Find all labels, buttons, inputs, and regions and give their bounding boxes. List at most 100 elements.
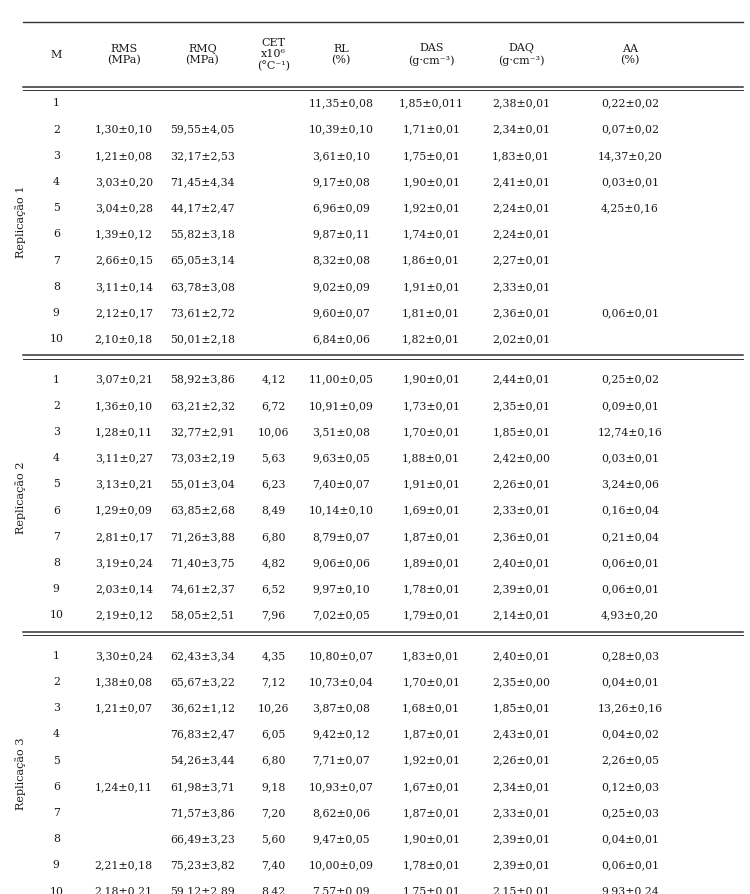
- Text: 2,44±0,01: 2,44±0,01: [492, 375, 550, 384]
- Text: 7: 7: [53, 532, 60, 542]
- Text: 2: 2: [53, 124, 60, 135]
- Text: 2: 2: [53, 677, 60, 687]
- Text: 2,36±0,01: 2,36±0,01: [492, 308, 550, 318]
- Text: 9,87±0,11: 9,87±0,11: [312, 230, 370, 240]
- Text: 2,19±0,12: 2,19±0,12: [94, 611, 153, 620]
- Text: 2,03±0,14: 2,03±0,14: [94, 584, 153, 595]
- Text: 8,49: 8,49: [262, 506, 286, 516]
- Text: 2,40±0,01: 2,40±0,01: [492, 651, 550, 661]
- Text: 0,16±0,04: 0,16±0,04: [601, 506, 659, 516]
- Text: 0,06±0,01: 0,06±0,01: [601, 308, 659, 318]
- Text: 0,06±0,01: 0,06±0,01: [601, 558, 659, 568]
- Text: 10,14±0,10: 10,14±0,10: [309, 506, 374, 516]
- Text: RMS
(MPa): RMS (MPa): [106, 44, 141, 65]
- Text: 2,36±0,01: 2,36±0,01: [492, 532, 550, 542]
- Text: 14,37±0,20: 14,37±0,20: [598, 151, 662, 161]
- Text: 13,26±0,16: 13,26±0,16: [598, 704, 662, 713]
- Text: 2: 2: [53, 401, 60, 411]
- Text: 2,10±0,18: 2,10±0,18: [94, 334, 153, 344]
- Text: 10,06: 10,06: [258, 427, 290, 437]
- Text: 2,14±0,01: 2,14±0,01: [492, 611, 550, 620]
- Text: Replicação 2: Replicação 2: [16, 461, 26, 534]
- Text: 8: 8: [53, 282, 60, 291]
- Text: 9: 9: [53, 308, 60, 318]
- Text: 0,22±0,02: 0,22±0,02: [601, 98, 659, 108]
- Text: 71,26±3,88: 71,26±3,88: [170, 532, 235, 542]
- Text: 7,40: 7,40: [262, 860, 286, 871]
- Text: 4,25±0,16: 4,25±0,16: [601, 203, 659, 213]
- Text: 1,36±0,10: 1,36±0,10: [94, 401, 153, 411]
- Text: 2,33±0,01: 2,33±0,01: [492, 506, 550, 516]
- Text: 2,12±0,17: 2,12±0,17: [94, 308, 153, 318]
- Text: 9,18: 9,18: [262, 782, 286, 792]
- Text: 11,35±0,08: 11,35±0,08: [309, 98, 374, 108]
- Text: 76,83±2,47: 76,83±2,47: [170, 730, 235, 739]
- Text: 66,49±3,23: 66,49±3,23: [170, 834, 235, 844]
- Text: 6: 6: [53, 506, 60, 516]
- Text: 9,47±0,05: 9,47±0,05: [313, 834, 370, 844]
- Text: 1,69±0,01: 1,69±0,01: [402, 506, 460, 516]
- Text: 2,24±0,01: 2,24±0,01: [492, 230, 550, 240]
- Text: 7,12: 7,12: [262, 677, 286, 687]
- Text: 0,21±0,04: 0,21±0,04: [601, 532, 659, 542]
- Text: 10: 10: [50, 887, 63, 894]
- Text: 2,35±0,01: 2,35±0,01: [492, 401, 550, 411]
- Text: 3,30±0,24: 3,30±0,24: [94, 651, 153, 661]
- Text: 5,63: 5,63: [262, 453, 286, 463]
- Text: 1,78±0,01: 1,78±0,01: [402, 860, 460, 871]
- Text: 59,12±2,89: 59,12±2,89: [170, 887, 235, 894]
- Text: 1,90±0,01: 1,90±0,01: [402, 375, 460, 384]
- Text: 2,02±0,01: 2,02±0,01: [492, 334, 550, 344]
- Text: 7,20: 7,20: [262, 808, 286, 818]
- Text: 12,74±0,16: 12,74±0,16: [598, 427, 662, 437]
- Text: 5,60: 5,60: [262, 834, 286, 844]
- Text: 2,15±0,01: 2,15±0,01: [492, 887, 550, 894]
- Text: 1,67±0,01: 1,67±0,01: [402, 782, 460, 792]
- Text: 1,39±0,12: 1,39±0,12: [94, 230, 153, 240]
- Text: 8: 8: [53, 834, 60, 844]
- Text: 2,43±0,01: 2,43±0,01: [492, 730, 550, 739]
- Text: 9,17±0,08: 9,17±0,08: [312, 177, 370, 187]
- Text: 0,03±0,01: 0,03±0,01: [601, 177, 659, 187]
- Text: 63,85±2,68: 63,85±2,68: [170, 506, 235, 516]
- Text: AA
(%): AA (%): [620, 44, 640, 65]
- Text: 1: 1: [53, 375, 60, 384]
- Text: 3,87±0,08: 3,87±0,08: [312, 704, 370, 713]
- Text: 55,82±3,18: 55,82±3,18: [170, 230, 235, 240]
- Text: 7,40±0,07: 7,40±0,07: [312, 479, 370, 489]
- Text: 2,39±0,01: 2,39±0,01: [492, 834, 550, 844]
- Text: 0,04±0,02: 0,04±0,02: [601, 730, 659, 739]
- Text: 0,09±0,01: 0,09±0,01: [601, 401, 659, 411]
- Text: 1,83±0,01: 1,83±0,01: [492, 151, 550, 161]
- Text: 10,80±0,07: 10,80±0,07: [309, 651, 374, 661]
- Text: 0,04±0,01: 0,04±0,01: [601, 834, 659, 844]
- Text: 10: 10: [50, 611, 63, 620]
- Text: 71,57±3,86: 71,57±3,86: [170, 808, 235, 818]
- Text: 2,26±0,01: 2,26±0,01: [492, 755, 550, 765]
- Text: 2,34±0,01: 2,34±0,01: [492, 124, 550, 135]
- Text: 6: 6: [53, 230, 60, 240]
- Text: 0,06±0,01: 0,06±0,01: [601, 860, 659, 871]
- Text: 59,55±4,05: 59,55±4,05: [170, 124, 235, 135]
- Text: 8: 8: [53, 558, 60, 568]
- Text: 1,70±0,01: 1,70±0,01: [402, 677, 460, 687]
- Text: 9,42±0,12: 9,42±0,12: [312, 730, 370, 739]
- Text: 63,78±3,08: 63,78±3,08: [170, 282, 235, 291]
- Text: 1,90±0,01: 1,90±0,01: [402, 177, 460, 187]
- Text: 1,71±0,01: 1,71±0,01: [402, 124, 460, 135]
- Text: 1,68±0,01: 1,68±0,01: [402, 704, 460, 713]
- Text: 10,93±0,07: 10,93±0,07: [309, 782, 374, 792]
- Text: 7: 7: [53, 256, 60, 266]
- Text: 9,06±0,06: 9,06±0,06: [312, 558, 370, 568]
- Text: 1,21±0,08: 1,21±0,08: [94, 151, 153, 161]
- Text: 3,07±0,21: 3,07±0,21: [94, 375, 153, 384]
- Text: 3,03±0,20: 3,03±0,20: [94, 177, 153, 187]
- Text: 1,73±0,01: 1,73±0,01: [402, 401, 460, 411]
- Text: 2,26±0,01: 2,26±0,01: [492, 479, 550, 489]
- Text: 75,23±3,82: 75,23±3,82: [170, 860, 235, 871]
- Text: 1,91±0,01: 1,91±0,01: [402, 282, 460, 291]
- Text: DAQ
(g·cm⁻³): DAQ (g·cm⁻³): [498, 44, 544, 65]
- Text: 65,67±3,22: 65,67±3,22: [170, 677, 235, 687]
- Text: 1,87±0,01: 1,87±0,01: [402, 532, 460, 542]
- Text: 9,63±0,05: 9,63±0,05: [312, 453, 370, 463]
